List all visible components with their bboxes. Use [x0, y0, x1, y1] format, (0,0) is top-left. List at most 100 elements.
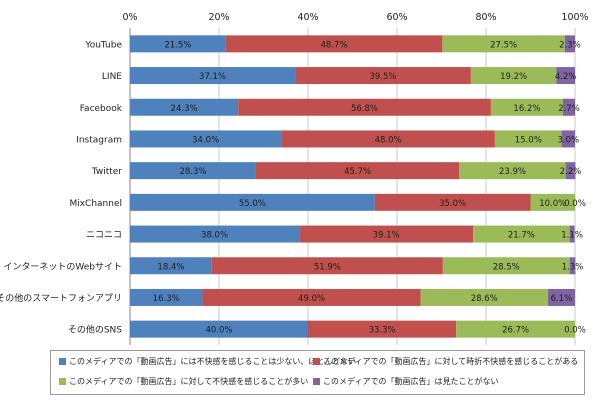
bar-segment [130, 162, 256, 180]
legend-item: このメディアでの「動画広告」に対して時折不快感を感じることがある [313, 355, 578, 367]
chart-legend: このメディアでの「動画広告」には不快感を感じることは少ない、ほとんどない このメデ… [50, 350, 585, 395]
category-label: ニコニコ [86, 231, 122, 241]
data-label: 15.0% [515, 135, 542, 145]
legend-item: このメディアでの「動画広告」に対して不快感を感じることが多い [59, 375, 308, 387]
data-label: 28.6% [471, 294, 498, 304]
bar-segment [564, 35, 575, 53]
data-label: 16.3% [153, 294, 180, 304]
bar-segment [494, 130, 562, 148]
bar-segment [561, 130, 575, 148]
bar-segment [130, 225, 300, 243]
data-label: 21.5% [164, 40, 191, 50]
bar-segment [202, 288, 421, 306]
data-label: 0.0% [564, 199, 586, 209]
category-label: インターネットのWebサイト [3, 261, 122, 272]
bar-segment [556, 67, 575, 85]
bars: 21.5% 48.7% 27.5% 2.3% 37.1% 39.5% 19.2% 4.2% 24… [130, 35, 586, 338]
bar-segment [130, 98, 239, 116]
category-label: YouTube [84, 40, 122, 50]
category-label: その他のスマートフォンアプリ [0, 292, 122, 304]
category-label: その他のSNS [68, 324, 122, 336]
bar-segment [130, 320, 308, 338]
legend-label: このメディアでの「動画広告」に対して不快感を感じることが多い [69, 376, 309, 386]
legend-label: このメディアでの「動画広告」に対して時折不快感を感じることがある [323, 356, 579, 366]
x-tick-label: 0% [122, 12, 137, 23]
bar-segment [211, 257, 443, 275]
data-label: 2.2% [560, 167, 582, 177]
category-label: MixChannel [69, 199, 122, 209]
bar-segment [308, 320, 457, 338]
bar-segment [569, 257, 576, 275]
data-label: 2.7% [558, 104, 580, 114]
bar-segment [238, 98, 491, 116]
x-tick-label: 80% [475, 12, 496, 23]
data-label: 45.7% [344, 167, 371, 177]
data-label: 0.0% [564, 326, 586, 336]
data-label: 1.3% [562, 262, 584, 272]
data-label: 40.0% [205, 326, 232, 336]
data-label: 51.9% [314, 262, 341, 272]
data-label: 55.0% [239, 199, 266, 209]
bar-segment [565, 162, 576, 180]
x-tick-label: 100% [561, 12, 588, 23]
category-label: Twitter [91, 167, 122, 177]
bar-segment [569, 225, 575, 243]
data-label: 38.0% [201, 231, 228, 241]
data-label: 37.1% [199, 72, 226, 82]
data-label: 16.2% [513, 104, 540, 114]
x-tick-label: 20% [208, 12, 229, 23]
data-label: 19.2% [500, 72, 527, 82]
bar-segment [225, 35, 443, 53]
legend-item: このメディアでの「動画広告」には不快感を感じることは少ない、ほとんどない [59, 355, 356, 367]
data-label: 33.3% [369, 326, 396, 336]
data-label: 21.7% [508, 231, 535, 241]
bar-segment [442, 257, 570, 275]
bar-segment [281, 130, 495, 148]
bar-segment [442, 35, 565, 53]
bar-segment [130, 130, 282, 148]
data-label: 35.0% [439, 199, 466, 209]
category-label: Facebook [80, 104, 123, 114]
x-tick-label: 60% [386, 12, 407, 23]
data-label: 6.1% [551, 294, 573, 304]
data-label: 4.2% [555, 72, 577, 82]
bar-segment [490, 98, 563, 116]
bar-segment [299, 225, 474, 243]
bar-segment [562, 98, 575, 116]
legend-swatch [313, 357, 320, 365]
data-label: 1.1% [561, 231, 583, 241]
data-label: 48.7% [321, 40, 348, 50]
bar-segment [130, 193, 375, 211]
bar-segment [255, 162, 460, 180]
bar-segment [130, 35, 226, 53]
data-label: 24.3% [171, 104, 198, 114]
category-label: Instagram [76, 135, 122, 145]
x-axis-ticks: 0% 20% 40% 60% 80% 100% [122, 12, 588, 23]
bar-segment [473, 225, 570, 243]
data-label: 56.8% [351, 104, 378, 114]
data-label: 10.0% [539, 199, 566, 209]
x-tick-label: 40% [297, 12, 318, 23]
bar-segment [295, 67, 471, 85]
data-label: 48.0% [375, 135, 402, 145]
data-label: 49.0% [298, 294, 325, 304]
data-label: 23.9% [499, 167, 526, 177]
data-label: 3.0% [558, 135, 580, 145]
bar-segment [547, 288, 575, 306]
bar-segment [420, 288, 548, 306]
legend-swatch [59, 377, 66, 385]
bar-segment [130, 67, 296, 85]
bar-segment [459, 162, 566, 180]
legend-label: このメディアでの「動画広告」には不快感を感じることは少ない、ほとんどない [69, 356, 357, 366]
bar-segment [130, 288, 203, 306]
legend-swatch [59, 357, 66, 365]
legend-swatch [313, 377, 320, 385]
data-label: 39.5% [369, 72, 396, 82]
data-label: 34.0% [192, 135, 219, 145]
category-labels: YouTube LINE Facebook Instagram Twitter MixCh… [0, 40, 123, 335]
category-label: LINE [102, 72, 122, 82]
bar-segment [374, 193, 531, 211]
data-label: 2.3% [559, 40, 581, 50]
bar-segment [530, 193, 575, 211]
